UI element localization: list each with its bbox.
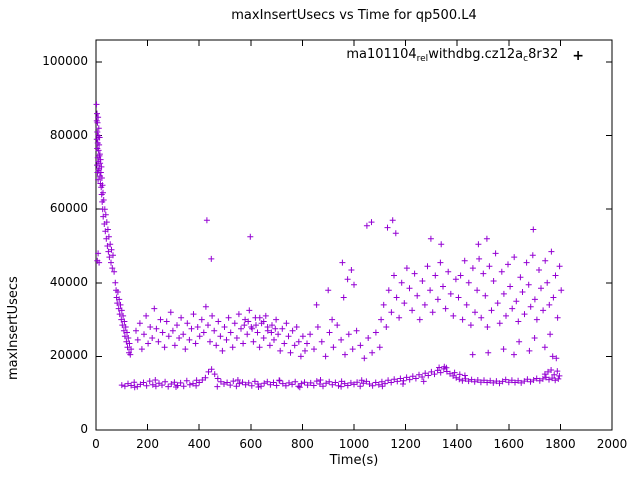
x-tick-label: 2000: [596, 437, 628, 451]
x-tick-label: 1800: [545, 437, 576, 451]
x-tick-label: 1400: [441, 437, 473, 451]
y-tick-label: 60000: [49, 201, 88, 216]
x-tick-label: 400: [187, 437, 211, 451]
x-tick-label: 1200: [390, 437, 421, 451]
scatter-points: [93, 101, 565, 391]
x-tick-label: 1600: [493, 437, 525, 451]
chart-title: maxInsertUsecs vs Time for qp500.L4: [231, 8, 477, 23]
y-tick-label: 100000: [42, 54, 88, 69]
axis-ticks: [95, 40, 613, 431]
legend-marker-icon: +: [572, 47, 584, 64]
legend: ma101104relwithdbg.cz12ac8r32 +: [346, 47, 584, 64]
x-tick-label: 600: [239, 437, 263, 451]
y-tick-label: 40000: [49, 274, 88, 289]
x-tick-label: 0: [92, 437, 100, 451]
x-tick-label: 1000: [338, 437, 370, 451]
x-tick-label: 200: [136, 437, 160, 451]
legend-series-label: ma101104relwithdbg.cz12ac8r32: [346, 47, 559, 64]
y-tick-label: 20000: [49, 348, 88, 363]
x-axis-label: Time(s): [329, 453, 379, 468]
y-tick-label: 0: [80, 422, 88, 436]
x-tick-label: 800: [290, 437, 314, 451]
y-axis-label: maxInsertUsecs: [6, 276, 21, 380]
y-tick-label: 80000: [49, 127, 88, 142]
plot-border: [95, 39, 613, 431]
